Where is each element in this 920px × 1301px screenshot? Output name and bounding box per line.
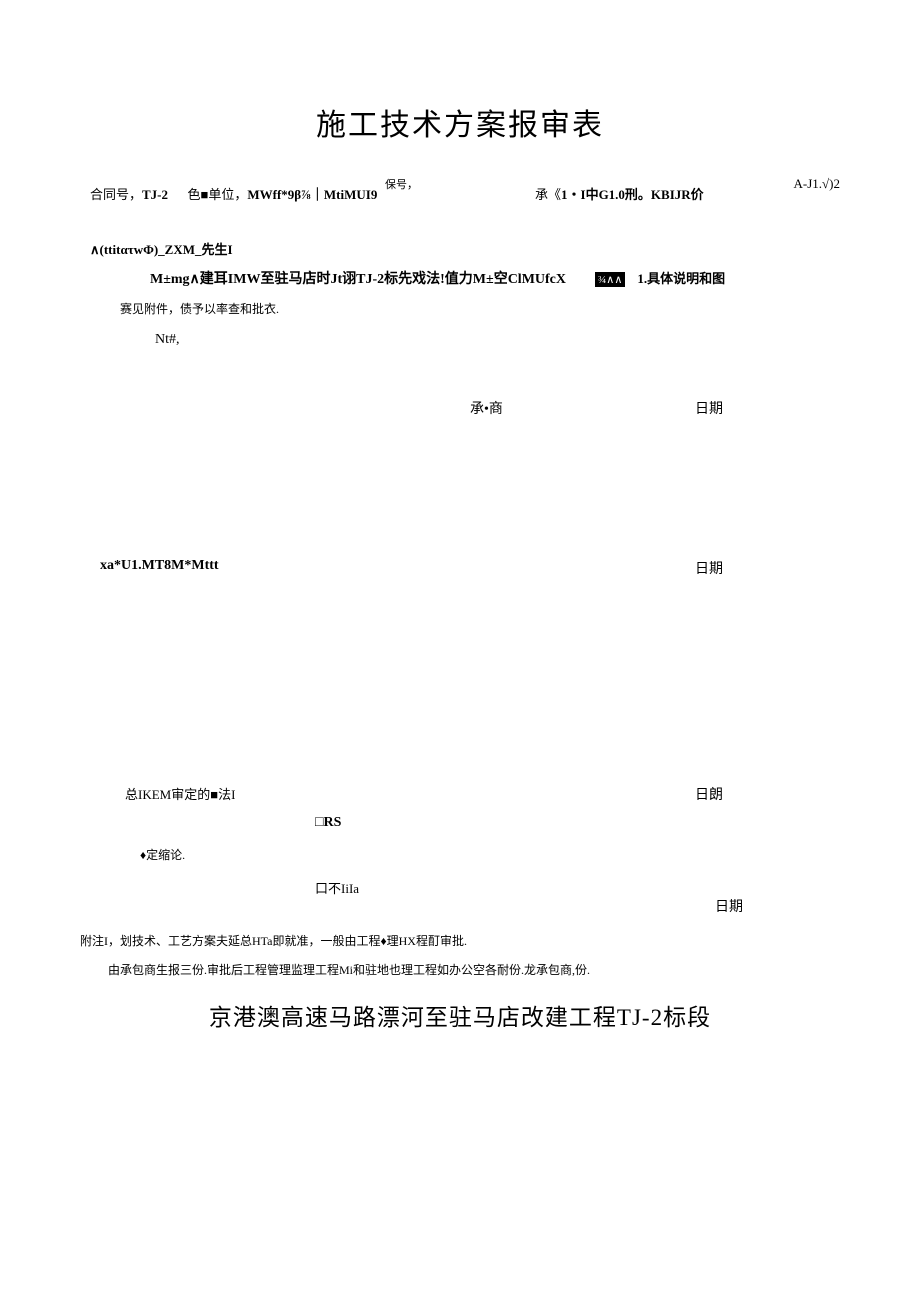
bao-label: 保号，: [385, 176, 418, 192]
unit-label: 色■单位，: [188, 187, 248, 202]
contractor-label: 承•商: [470, 398, 503, 418]
date-label-2: 日期: [695, 558, 723, 578]
address-line: ∧(ttitατwΦ)_ZXM_先生I: [90, 239, 830, 258]
footnote-2: 由承包商生报三份.审批后工程管理监理工程Mi和驻地也理工程如办公空各耐份.龙承包…: [108, 961, 830, 978]
iiia-checkbox-line: 口不IiIa: [315, 878, 830, 897]
main-title: 施工技术方案报审表: [90, 100, 830, 144]
cheng-label: 承《: [535, 187, 561, 202]
date-label-4: 日期: [715, 896, 743, 916]
contract-no: TJ-2: [142, 187, 168, 202]
date-label-3: 日朗: [695, 784, 723, 804]
ikem-line: 总IKEM审定的■法I: [125, 784, 830, 803]
top-code: A-J1.√)2: [794, 176, 841, 192]
badge-icon: ¾∧∧: [595, 272, 625, 287]
cheng-value: 1・I中G1.0刑。KBIJR价: [561, 187, 704, 202]
meta-contract: 合同号，TJ-2 色■单位，MWff*9β⅞｜MtiMUI9: [90, 184, 377, 203]
date-label-1: 日期: [695, 398, 723, 418]
document-page: 施工技术方案报审表 A-J1.√)2 合同号，TJ-2 色■单位，MWff*9β…: [0, 0, 920, 1082]
meta-cheng: 承《1・I中G1.0刑。KBIJR价: [535, 184, 704, 203]
conclusion-line: ♦定缩论.: [140, 846, 830, 863]
project-line: M±mg∧建耳IMW至驻马店时Jt诩TJ-2标先戏法!值力M±空ClMUfcX: [150, 272, 566, 287]
attachment-line: 赛见附件，债予以率查和批衣.: [120, 300, 830, 317]
rs-checkbox-line: □RS: [315, 815, 830, 831]
footer-title: 京港澳高速马路漂河至驻马店改建工程TJ-2标段: [90, 998, 830, 1032]
unit-value: MWff*9β⅞｜MtiMUI9: [247, 187, 377, 202]
project-row: M±mg∧建耳IMW至驻马店时Jt诩TJ-2标先戏法!值力M±空ClMUfcX …: [90, 268, 830, 288]
contract-label: 合同号，: [90, 187, 142, 202]
signature-row-1: 承•商 日期: [90, 398, 830, 418]
nt-line: Nt#,: [155, 332, 830, 348]
desc-tail: 1.具体说明和图: [637, 271, 725, 286]
note1-text: 附注I，划技术、工艺方案夫延总HTa即就准，一般由工程♦理HX程酊审批.: [80, 934, 467, 948]
iiia-row: 口不IiIa 日期: [90, 878, 830, 897]
meta-row: A-J1.√)2 合同号，TJ-2 色■单位，MWff*9β⅞｜MtiMUI9 …: [90, 184, 830, 214]
footnote-1: 附注I，划技术、工艺方案夫延总HTa即就准，一般由工程♦理HX程酊审批.: [80, 932, 830, 949]
